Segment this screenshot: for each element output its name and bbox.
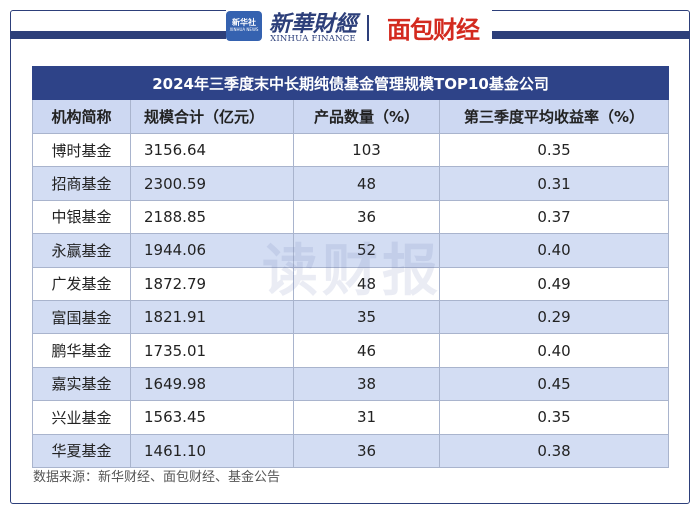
product-count-cell: 35	[293, 299, 440, 335]
header-logo-area	[226, 8, 492, 48]
table-row: 富国基金 1821.91 35 0.29	[32, 299, 670, 335]
institution-cell: 广发基金	[32, 266, 131, 301]
fund-ranking-table: 2024年三季度末中长期纯债基金管理规模TOP10基金公司 机构简称 规模合计（…	[31, 66, 670, 468]
institution-cell: 华夏基金	[32, 433, 131, 468]
institution-cell: 富国基金	[32, 299, 131, 335]
data-source-note: 数据来源：新华财经、面包财经、基金公告	[33, 470, 281, 485]
brand-divider	[367, 15, 369, 41]
product-count-cell: 36	[293, 199, 440, 235]
table-row: 博时基金 3156.64 103 0.35	[32, 132, 670, 168]
avg-return-cell: 0.40	[438, 233, 670, 268]
avg-return-cell: 0.38	[438, 433, 670, 468]
table-row: 兴业基金 1563.45 31 0.35	[32, 400, 670, 435]
scale-cell: 1735.01	[130, 333, 294, 368]
scale-cell: 1821.91	[130, 299, 294, 335]
scale-cell: 1872.79	[130, 266, 294, 301]
institution-cell: 中银基金	[32, 199, 131, 235]
institution-cell: 招商基金	[32, 166, 131, 201]
product-count-cell: 103	[293, 132, 440, 168]
table-row: 招商基金 2300.59 48 0.31	[32, 166, 670, 201]
scale-cell: 2300.59	[130, 166, 294, 201]
table-row: 广发基金 1872.79 48 0.49	[32, 266, 670, 301]
avg-return-cell: 0.35	[438, 132, 670, 168]
table-title-row: 2024年三季度末中长期纯债基金管理规模TOP10基金公司	[31, 66, 670, 100]
table-row: 中银基金 2188.85 36 0.37	[32, 199, 670, 235]
institution-cell: 兴业基金	[32, 400, 131, 435]
scale-cell: 1563.45	[130, 400, 294, 435]
xinhua-logo-text: 新华社	[232, 18, 256, 28]
xinhua-logo-subtext: XINHUA NEWS	[229, 27, 259, 33]
institution-cell: 鹏华基金	[32, 333, 131, 368]
table-row: 永赢基金 1944.06 52 0.40	[32, 233, 670, 268]
xinhua-logo: 新华社 XINHUA NEWS	[226, 11, 262, 41]
table-row: 鹏华基金 1735.01 46 0.40	[32, 333, 670, 368]
table-title: 2024年三季度末中长期纯债基金管理规模TOP10基金公司	[31, 66, 670, 100]
product-count-cell: 48	[293, 166, 440, 201]
xinhua-finance-brand: 新華財經	[268, 11, 357, 37]
column-header-product-count: 产品数量（%）	[293, 99, 440, 134]
xinhua-finance-brand-en: XINHUA FINANCE	[270, 34, 356, 44]
column-header-institution: 机构简称	[32, 99, 131, 134]
scale-cell: 1461.10	[130, 433, 294, 468]
mianbao-finance-logo: 面包财经	[387, 16, 480, 44]
avg-return-cell: 0.49	[438, 266, 670, 301]
institution-cell: 永赢基金	[32, 233, 131, 268]
product-count-cell: 48	[293, 266, 440, 301]
scale-cell: 1649.98	[130, 366, 294, 402]
scale-cell: 2188.85	[130, 199, 294, 235]
table-row: 华夏基金 1461.10 36 0.38	[32, 433, 670, 468]
product-count-cell: 38	[293, 366, 440, 402]
institution-cell: 博时基金	[32, 132, 131, 168]
table-row: 嘉实基金 1649.98 38 0.45	[32, 366, 670, 402]
product-count-cell: 31	[293, 400, 440, 435]
header-bar-left	[10, 31, 235, 39]
avg-return-cell: 0.29	[438, 299, 670, 335]
product-count-cell: 46	[293, 333, 440, 368]
avg-return-cell: 0.31	[438, 166, 670, 201]
product-count-cell: 36	[293, 433, 440, 468]
scale-cell: 3156.64	[130, 132, 294, 168]
header-bar-right	[485, 31, 690, 39]
avg-return-cell: 0.40	[438, 333, 670, 368]
avg-return-cell: 0.35	[438, 400, 670, 435]
column-header-avg-return: 第三季度平均收益率（%）	[438, 99, 670, 134]
institution-cell: 嘉实基金	[32, 366, 131, 402]
avg-return-cell: 0.37	[438, 199, 670, 235]
scale-cell: 1944.06	[130, 233, 294, 268]
column-header-scale: 规模合计（亿元）	[130, 99, 294, 134]
table-header-row: 机构简称 规模合计（亿元） 产品数量（%） 第三季度平均收益率（%）	[32, 99, 670, 134]
avg-return-cell: 0.45	[438, 366, 670, 402]
product-count-cell: 52	[293, 233, 440, 268]
